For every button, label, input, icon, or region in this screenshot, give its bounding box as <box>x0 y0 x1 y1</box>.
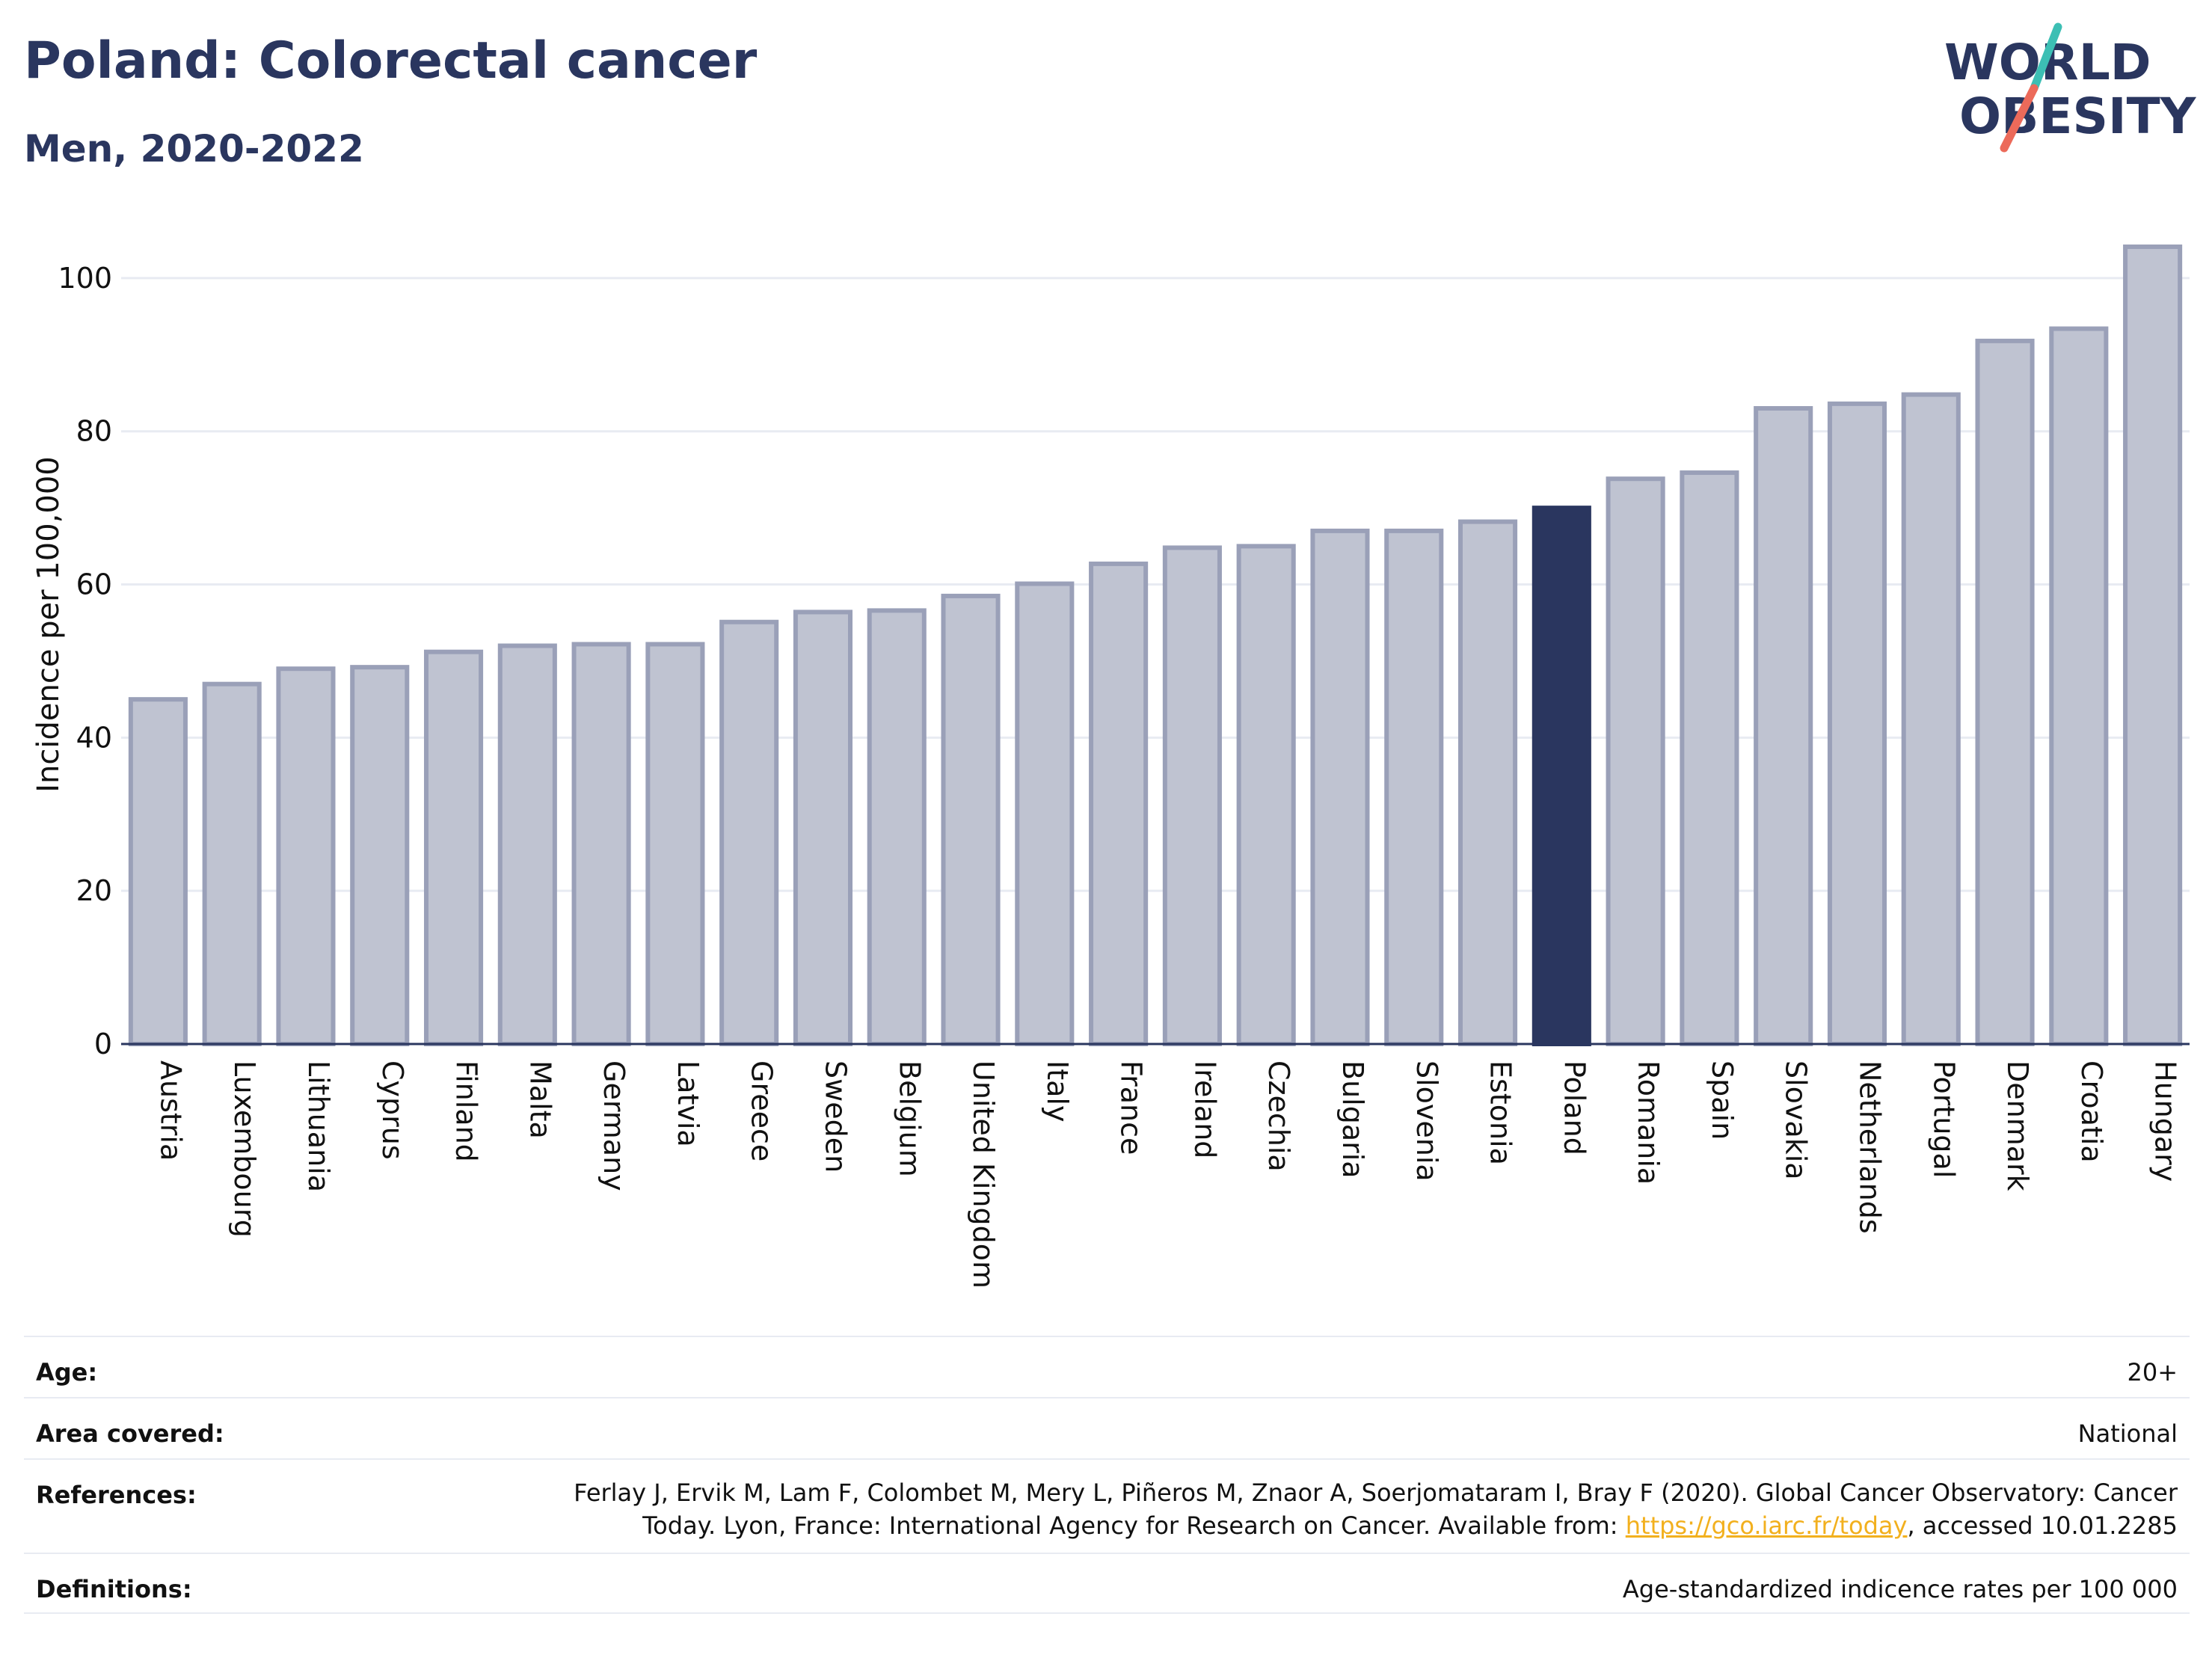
y-tick-label: 40 <box>76 721 112 754</box>
y-tick-label: 60 <box>76 568 112 601</box>
info-row-references: References: Ferlay J, Ervik M, Lam F, Co… <box>24 1458 2190 1553</box>
bar-poland <box>1531 506 1591 1046</box>
x-tick-label: Denmark <box>2001 1060 2034 1191</box>
info-row-age: Age: 20+ <box>24 1336 2190 1397</box>
references-line2-prefix: Today. Lyon, France: International Agenc… <box>642 1511 1626 1540</box>
references-link[interactable]: https://gco.iarc.fr/today <box>1625 1511 1908 1540</box>
x-tick-label: Bulgaria <box>1336 1060 1369 1179</box>
y-tick-label: 100 <box>58 262 112 295</box>
x-tick-label: Romania <box>1632 1060 1665 1185</box>
bar-lithuania <box>276 666 336 1046</box>
age-value: 20+ <box>2127 1358 2178 1387</box>
info-row-area: Area covered: National <box>24 1397 2190 1458</box>
bar-romania <box>1606 476 1665 1046</box>
bar-latvia <box>645 642 705 1046</box>
x-tick-label: United Kingdom <box>967 1060 1000 1289</box>
x-tick-label: Malta <box>523 1060 556 1139</box>
bar-cyprus <box>350 665 410 1047</box>
bar-spain <box>1680 470 1739 1046</box>
bar-malta <box>497 643 557 1046</box>
bar-greece <box>719 619 779 1046</box>
bar-czechia <box>1236 544 1296 1046</box>
area-value: National <box>2077 1419 2178 1448</box>
x-tick-label: Italy <box>1041 1060 1074 1122</box>
bar-slovenia <box>1384 528 1444 1046</box>
x-tick-label: Latvia <box>672 1060 704 1147</box>
bar-bulgaria <box>1310 528 1370 1046</box>
x-tick-label: Poland <box>1558 1060 1591 1155</box>
x-tick-label: Hungary <box>2149 1060 2182 1182</box>
age-label: Age: <box>36 1358 98 1387</box>
bar-sweden <box>793 610 853 1046</box>
world-obesity-logo: WORLD OBESITY <box>1944 22 2197 153</box>
x-tick-label: Sweden <box>819 1060 852 1173</box>
x-tick-label: Belgium <box>893 1060 926 1177</box>
bar-finland <box>423 649 484 1046</box>
x-tick-label: Germany <box>597 1060 630 1191</box>
bar-denmark <box>1975 338 2035 1046</box>
logo-text-obesity: OBESITY <box>1959 87 2197 145</box>
x-tick-label: Finland <box>450 1060 483 1162</box>
page-subtitle: Men, 2020-2022 <box>24 127 364 171</box>
bar-united-kingdom <box>941 593 1001 1046</box>
x-tick-label: Luxembourg <box>228 1060 261 1238</box>
references-line2-suffix: , accessed 10.01.2285 <box>1907 1511 2178 1540</box>
x-tick-label: Czechia <box>1262 1060 1295 1172</box>
bar-italy <box>1015 581 1075 1046</box>
bar-ireland <box>1162 545 1222 1046</box>
y-tick-label: 80 <box>76 415 112 448</box>
x-tick-labels: Austria Luxembourg Lithuania Cyprus Finland M… <box>154 1060 2181 1289</box>
x-tick-label: Slovakia <box>1780 1060 1813 1180</box>
x-tick-label: Croatia <box>2075 1060 2108 1163</box>
y-axis-label: Incidence per 100,000 <box>31 456 66 793</box>
x-tick-label: Cyprus <box>376 1060 409 1160</box>
definitions-value: Age-standardized indicence rates per 100… <box>1622 1575 2178 1603</box>
y-tick-label: 0 <box>94 1028 112 1060</box>
logo-slash-teal <box>2030 22 2062 93</box>
bar-slovakia <box>1754 406 1813 1046</box>
bar-estonia <box>1457 519 1518 1046</box>
references-value: Ferlay J, Ervik M, Lam F, Colombet M, Me… <box>574 1476 2178 1542</box>
logo-slash-coral <box>2000 84 2039 153</box>
y-tick-labels: 0 20 40 60 80 100 <box>58 262 112 1060</box>
bar-luxembourg <box>202 681 262 1046</box>
bars <box>128 244 2183 1047</box>
bar-austria <box>128 697 188 1047</box>
info-table: Age: 20+ Area covered: National Referenc… <box>24 1336 2190 1614</box>
x-tick-label: Ireland <box>1188 1060 1221 1158</box>
x-tick-label: Austria <box>154 1060 187 1161</box>
definitions-label: Definitions: <box>36 1575 192 1603</box>
x-tick-label: France <box>1115 1060 1148 1155</box>
info-row-definitions: Definitions: Age-standardized indicence … <box>24 1553 2190 1614</box>
x-tick-label: Netherlands <box>1853 1060 1886 1234</box>
bar-chart: 0 20 40 60 80 100 Austria Luxembourg Lithuania C… <box>31 244 2190 1289</box>
bar-germany <box>571 642 631 1046</box>
x-tick-label: Slovenia <box>1410 1060 1443 1182</box>
bar-belgium <box>867 608 927 1046</box>
references-line1: Ferlay J, Ervik M, Lam F, Colombet M, Me… <box>574 1479 2178 1507</box>
area-label: Area covered: <box>36 1419 224 1448</box>
y-tick-label: 20 <box>76 874 112 907</box>
bar-portugal <box>1901 392 1961 1046</box>
bar-france <box>1089 561 1149 1046</box>
x-tick-label: Lithuania <box>302 1060 335 1192</box>
x-tick-label: Spain <box>1706 1060 1739 1140</box>
bar-hungary <box>2123 244 2183 1047</box>
bar-croatia <box>2049 326 2109 1046</box>
x-tick-label: Portugal <box>1927 1060 1960 1178</box>
page-title: Poland: Colorectal cancer <box>24 31 758 90</box>
references-label: References: <box>36 1481 197 1509</box>
x-tick-label: Estonia <box>1484 1060 1517 1165</box>
x-tick-label: Greece <box>746 1060 778 1161</box>
bar-netherlands <box>1827 401 1887 1046</box>
